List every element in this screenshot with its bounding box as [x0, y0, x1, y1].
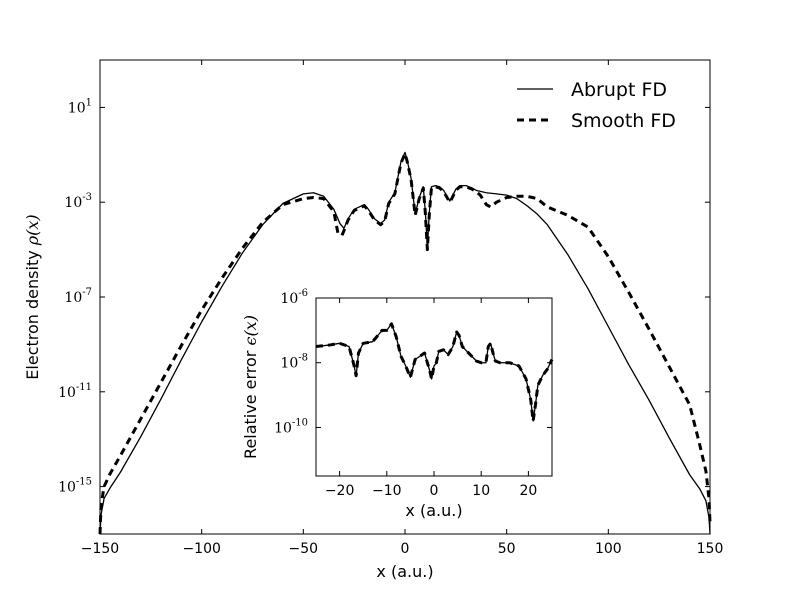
main-y-tick-label: 10-7	[64, 287, 92, 306]
main-y-tick-label: 101	[68, 97, 92, 116]
inset-x-ticks: −20 −10 0 10 20	[325, 298, 537, 499]
main-series-abrupt-fd	[99, 151, 711, 535]
legend: Abrupt FD Smooth FD	[517, 79, 676, 132]
main-series-group	[98, 151, 712, 535]
inset-x-tick-label: 20	[519, 483, 537, 499]
inset-x-axis-label: x (a.u.)	[405, 501, 462, 520]
inset-y-tick-label: 10-6	[280, 288, 308, 307]
main-x-ticks: −150 −100 −50 0 50 100 150	[81, 60, 724, 557]
inset-plot: −20 −10 0 10 20 10-6 10-8 10-10 x (a.u.) Relat…	[241, 288, 554, 520]
inset-y-tick-label: 10-8	[280, 353, 308, 372]
main-x-tick-label: −100	[182, 541, 220, 557]
inset-y-ticks: 10-6 10-8 10-10	[274, 288, 552, 436]
main-x-tick-label: −150	[81, 541, 119, 557]
inset-series-group	[315, 322, 554, 423]
inset-x-tick-label: 10	[472, 483, 490, 499]
inset-x-tick-label: −20	[325, 483, 355, 499]
legend-label-abrupt: Abrupt FD	[571, 79, 667, 101]
main-y-ticks: 101 10-3 10-7 10-11 10-15	[58, 97, 710, 496]
inset-y-axis-label: Relative error ϵ(x)	[241, 315, 260, 459]
main-x-tick-label: 150	[697, 541, 724, 557]
main-x-tick-label: 50	[498, 541, 516, 557]
inset-x-tick-label: −10	[372, 483, 402, 499]
inset-x-tick-label: 0	[430, 483, 439, 499]
inset-series-smooth-fd	[315, 322, 554, 423]
main-y-tick-label: 10-3	[64, 192, 92, 211]
main-x-tick-label: −50	[289, 541, 319, 557]
legend-label-smooth: Smooth FD	[571, 110, 676, 132]
main-y-axis-label: Electron density ρ(x)	[23, 214, 42, 379]
inset-plot-area	[316, 298, 552, 476]
main-x-axis-label: x (a.u.)	[376, 562, 433, 581]
inset-y-tick-label: 10-10	[274, 417, 308, 436]
main-y-tick-label: 10-15	[58, 477, 92, 496]
main-x-tick-label: 0	[401, 541, 410, 557]
main-y-tick-label: 10-11	[58, 382, 92, 401]
main-x-tick-label: 100	[595, 541, 622, 557]
main-series-smooth-fd	[98, 152, 712, 535]
